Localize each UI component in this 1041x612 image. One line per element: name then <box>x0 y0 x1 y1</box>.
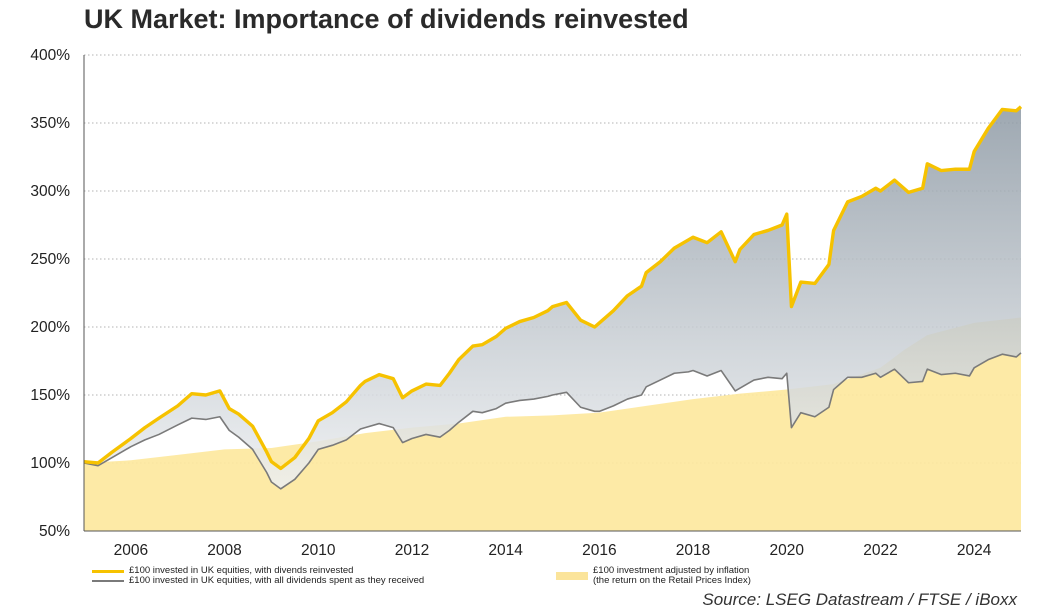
x-tick-label: 2012 <box>395 542 429 559</box>
y-tick-label: 350% <box>30 115 70 132</box>
inflation-area <box>84 317 1021 531</box>
series-line-dividends-spent <box>83 352 1022 490</box>
y-tick-label: 300% <box>30 183 70 200</box>
x-tick-label: 2008 <box>207 542 241 559</box>
series-lines <box>83 105 1023 490</box>
legend-label-spent: £100 invested in UK equities, with all d… <box>129 575 425 586</box>
x-tick-label: 2018 <box>676 542 710 559</box>
legend-left: £100 invested in UK equities, with diven… <box>92 566 424 586</box>
source-note: Source: LSEG Datastream / FTSE / iBoxx <box>702 590 1017 609</box>
areas <box>84 106 1021 531</box>
x-tick-label: 2016 <box>582 542 616 559</box>
legend-swatch-grey <box>92 580 124 582</box>
legend-swatch-yellow <box>92 569 124 573</box>
x-tick-label: 2022 <box>863 542 897 559</box>
legend-right: £100 investment adjusted by inflation (t… <box>556 566 751 586</box>
y-tick-label: 150% <box>30 387 70 404</box>
y-tick-label: 50% <box>39 523 70 540</box>
legend-label-inflation-line1: £100 investment adjusted by inflation <box>593 565 750 576</box>
legend-item-inflation: £100 investment adjusted by inflation (t… <box>556 566 751 586</box>
legend-swatch-inflation <box>556 572 588 580</box>
chart-title: UK Market: Importance of dividends reinv… <box>84 4 689 34</box>
legend-item-spent: £100 invested in UK equities, with all d… <box>92 576 424 586</box>
axes: 400% 350% 300% 250% 200% 150% 100% 50% 2006 2008 2… <box>30 47 1021 559</box>
x-tick-label: 2024 <box>957 542 992 559</box>
series-line-dividends-reinvested <box>83 105 1023 471</box>
x-tick-label: 2006 <box>114 542 148 559</box>
x-tick-label: 2014 <box>488 542 523 559</box>
dividend-gap-area <box>84 106 1021 489</box>
y-tick-label: 250% <box>30 251 70 268</box>
legend-label-reinvested: £100 invested in UK equities, with diven… <box>129 565 354 576</box>
x-tick-label: 2010 <box>301 542 336 559</box>
y-tick-label: 400% <box>30 47 70 64</box>
legend-label-inflation-line2: (the return on the Retail Prices Index) <box>593 575 751 586</box>
x-tick-label: 2020 <box>770 542 805 559</box>
y-tick-label: 100% <box>30 455 70 472</box>
legend-label-inflation: £100 investment adjusted by inflation (t… <box>593 566 751 586</box>
legend-item-reinvested: £100 invested in UK equities, with diven… <box>92 566 424 576</box>
y-tick-label: 200% <box>30 319 70 336</box>
